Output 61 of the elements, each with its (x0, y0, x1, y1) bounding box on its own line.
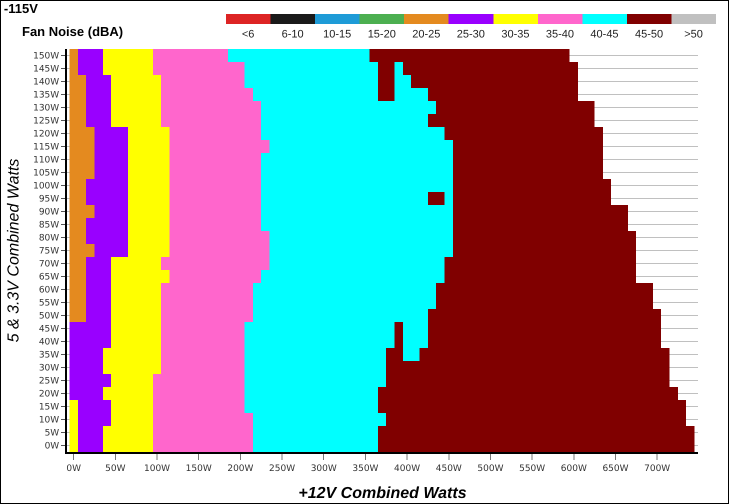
y-tick-label: 0W (44, 442, 60, 452)
y-tick-label: 140W (33, 78, 60, 88)
x-tick-label: 700W (644, 464, 670, 474)
y-tick-label: 120W (33, 130, 60, 140)
color-bar-label: 40-45 (590, 28, 619, 41)
color-bar-label: 20-25 (412, 28, 440, 41)
x-tick-label: 650W (602, 464, 629, 474)
y-tick-label: 55W (38, 298, 60, 309)
y-tick-label: 30W (38, 364, 60, 374)
color-bar-label: 6-10 (282, 28, 304, 41)
y-tick-label: 125W (33, 116, 60, 127)
y-tick-label: 25W (38, 376, 60, 387)
color-bar-label: <6 (242, 28, 254, 41)
y-tick-label: 105W (33, 168, 60, 179)
x-tick-label: 450W (436, 464, 462, 474)
y-tick-label: 65W (38, 272, 60, 283)
x-tick-label: 250W (269, 464, 296, 474)
color-bar-label: 15-20 (368, 28, 396, 41)
color-bar-label: 10-15 (323, 28, 352, 41)
y-tick-label: 75W (38, 246, 60, 257)
y-tick-label: 115W (33, 142, 60, 153)
y-tick-label: 15W (38, 402, 60, 413)
x-tick-label: 500W (477, 464, 504, 474)
x-tick-label: 200W (227, 464, 254, 474)
x-axis-title: +12V Combined Watts (298, 485, 467, 502)
x-tick-label: 550W (519, 464, 546, 474)
y-tick-label: 40W (38, 338, 60, 348)
y-tick-label: 10W (38, 416, 60, 426)
x-tick-label: 350W (352, 464, 379, 474)
y-tick-label: 95W (38, 194, 60, 205)
y-tick-label: 85W (38, 220, 60, 231)
chart-title: -115V (4, 1, 38, 16)
color-bar-label: >50 (684, 28, 703, 41)
y-tick-label: 70W (38, 260, 60, 270)
color-bar-label: 30-35 (501, 28, 530, 41)
chart-subtitle: Fan Noise (dBA) (22, 24, 124, 39)
x-tick-label: 50W (105, 464, 126, 474)
y-tick-label: 80W (38, 234, 60, 244)
x-tick-label: 400W (394, 464, 420, 474)
y-tick-label: 90W (38, 208, 60, 218)
y-tick-label: 150W (33, 52, 60, 62)
y-tick-label: 20W (38, 390, 60, 400)
y-tick-label: 110W (33, 156, 60, 166)
y-tick-label: 145W (33, 64, 60, 75)
y-tick-label: 135W (33, 90, 60, 101)
y-tick-label: 35W (38, 350, 60, 361)
y-tick-label: 5W (44, 428, 60, 439)
y-axis-title: 5 & 3.3V Combined Watts (6, 158, 23, 342)
y-tick-label: 45W (38, 324, 60, 335)
y-tick-label: 60W (38, 286, 60, 296)
color-bar-label: 45-50 (634, 28, 664, 41)
y-tick-label: 100W (33, 182, 60, 192)
x-tick-label: 100W (144, 464, 170, 474)
x-tick-label: 0W (66, 464, 82, 474)
x-tick-label: 150W (186, 464, 212, 474)
color-bar-label: 25-30 (456, 28, 485, 41)
y-tick-label: 130W (33, 104, 60, 114)
color-bar-label: 35-40 (546, 28, 574, 41)
y-tick-label: 50W (38, 312, 60, 322)
x-tick-label: 300W (310, 464, 337, 474)
x-tick-label: 600W (560, 464, 587, 474)
